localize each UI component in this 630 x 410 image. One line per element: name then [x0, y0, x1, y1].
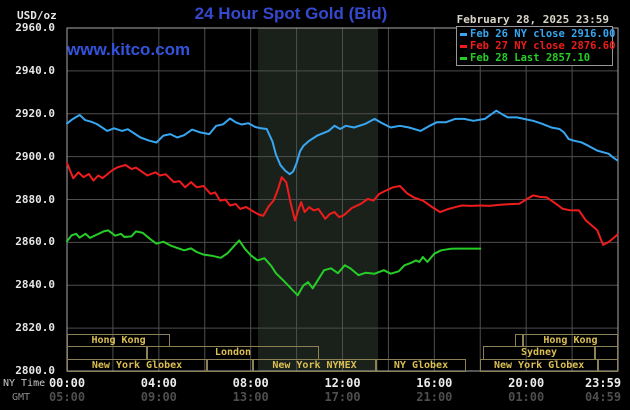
- session-box-new-york-nymex: New York NYMEX: [252, 359, 376, 372]
- kitco-link: www.kitco.com: [67, 40, 191, 59]
- x-tick-gmt: 05:00: [48, 390, 86, 404]
- x-tick-ny-time: 04:00: [140, 376, 177, 390]
- chart-datetime: February 28, 2025 23:59: [456, 13, 609, 26]
- session-box-new-york-globex: New York Globex: [480, 359, 599, 372]
- session-box-empty: [598, 359, 618, 372]
- x-tick-ny-time: 12:00: [324, 376, 361, 390]
- legend-item-label: Feb 28 Last 2857.10: [470, 52, 591, 64]
- x-tick-ny-time: 00:00: [48, 376, 86, 390]
- x-tick-ny-time: 08:00: [232, 376, 269, 390]
- y-tick-label: 2860.0: [15, 235, 55, 249]
- x-tick-gmt: 13:00: [232, 390, 269, 404]
- session-box-new-york-globex: New York Globex: [67, 359, 208, 372]
- y-tick-label: 2920.0: [15, 106, 55, 120]
- legend: Feb 26 NY close 2916.00 Feb 27 NY close …: [456, 26, 616, 66]
- legend-item-label: Feb 26 NY close 2916.00: [470, 28, 616, 40]
- y-tick-label: 2820.0: [15, 321, 55, 335]
- session-box-empty: [67, 346, 147, 360]
- feb28-line-swatch: [460, 56, 467, 60]
- x-tick-gmt: 01:00: [508, 390, 545, 404]
- session-box-ny-globex: NY Globex: [376, 359, 466, 372]
- series-line-feb-26: [66, 109, 619, 176]
- feb26-line-swatch: [460, 32, 467, 36]
- series-line-feb-27: [66, 162, 619, 246]
- y-tick-label: 2900.0: [15, 149, 55, 163]
- session-box-sydney: Sydney: [483, 346, 596, 360]
- ny-time-axis-label: NY Time: [3, 378, 46, 389]
- y-tick-label: 2880.0: [15, 192, 55, 206]
- session-box-empty: [595, 346, 618, 360]
- legend-item-label: Feb 27 NY close 2876.60: [470, 40, 616, 52]
- session-box-empty: [207, 359, 253, 372]
- x-tick-ny-time: 16:00: [416, 376, 453, 390]
- session-box-london: London: [146, 346, 320, 360]
- x-tick-gmt: 09:00: [140, 390, 177, 404]
- feb27-line-swatch: [460, 44, 467, 48]
- x-tick-gmt: 17:00: [324, 390, 361, 404]
- y-tick-label: 2840.0: [15, 278, 55, 292]
- x-tick-ny-time: 20:00: [508, 376, 545, 390]
- series-line-feb-28: [66, 229, 482, 297]
- gmt-axis-label: GMT: [12, 392, 31, 403]
- x-tick-gmt: 04:59: [584, 390, 622, 404]
- legend-item-feb26: Feb 26 NY close 2916.00: [460, 28, 616, 40]
- y-tick-label: 2960.0: [15, 21, 55, 34]
- legend-item-feb28: Feb 28 Last 2857.10: [460, 52, 612, 64]
- chart-title: 24 Hour Spot Gold (Bid): [194, 4, 388, 23]
- legend-item-feb27: Feb 27 NY close 2876.60: [460, 40, 616, 52]
- y-tick-label: 2800.0: [15, 364, 55, 377]
- y-axis-unit-label: USD/oz: [17, 9, 57, 22]
- x-tick-gmt: 21:00: [416, 390, 453, 404]
- y-tick-label: 2940.0: [15, 63, 55, 77]
- x-tick-ny-time: 23:59: [584, 376, 622, 390]
